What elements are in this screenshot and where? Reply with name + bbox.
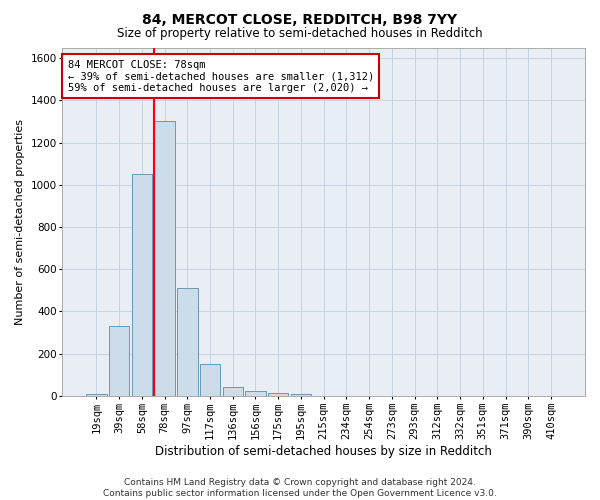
- Bar: [291, 394, 311, 396]
- Bar: [268, 392, 289, 396]
- Bar: [154, 122, 175, 396]
- Text: Size of property relative to semi-detached houses in Redditch: Size of property relative to semi-detach…: [117, 28, 483, 40]
- Bar: [109, 326, 130, 396]
- Text: Contains HM Land Registry data © Crown copyright and database right 2024.
Contai: Contains HM Land Registry data © Crown c…: [103, 478, 497, 498]
- Bar: [245, 390, 266, 396]
- Text: 84, MERCOT CLOSE, REDDITCH, B98 7YY: 84, MERCOT CLOSE, REDDITCH, B98 7YY: [142, 12, 458, 26]
- Bar: [200, 364, 220, 396]
- Bar: [223, 388, 243, 396]
- Bar: [177, 288, 197, 396]
- Text: 84 MERCOT CLOSE: 78sqm
← 39% of semi-detached houses are smaller (1,312)
59% of : 84 MERCOT CLOSE: 78sqm ← 39% of semi-det…: [68, 60, 374, 93]
- Bar: [131, 174, 152, 396]
- Y-axis label: Number of semi-detached properties: Number of semi-detached properties: [15, 118, 25, 324]
- X-axis label: Distribution of semi-detached houses by size in Redditch: Distribution of semi-detached houses by …: [155, 444, 492, 458]
- Bar: [86, 394, 107, 396]
